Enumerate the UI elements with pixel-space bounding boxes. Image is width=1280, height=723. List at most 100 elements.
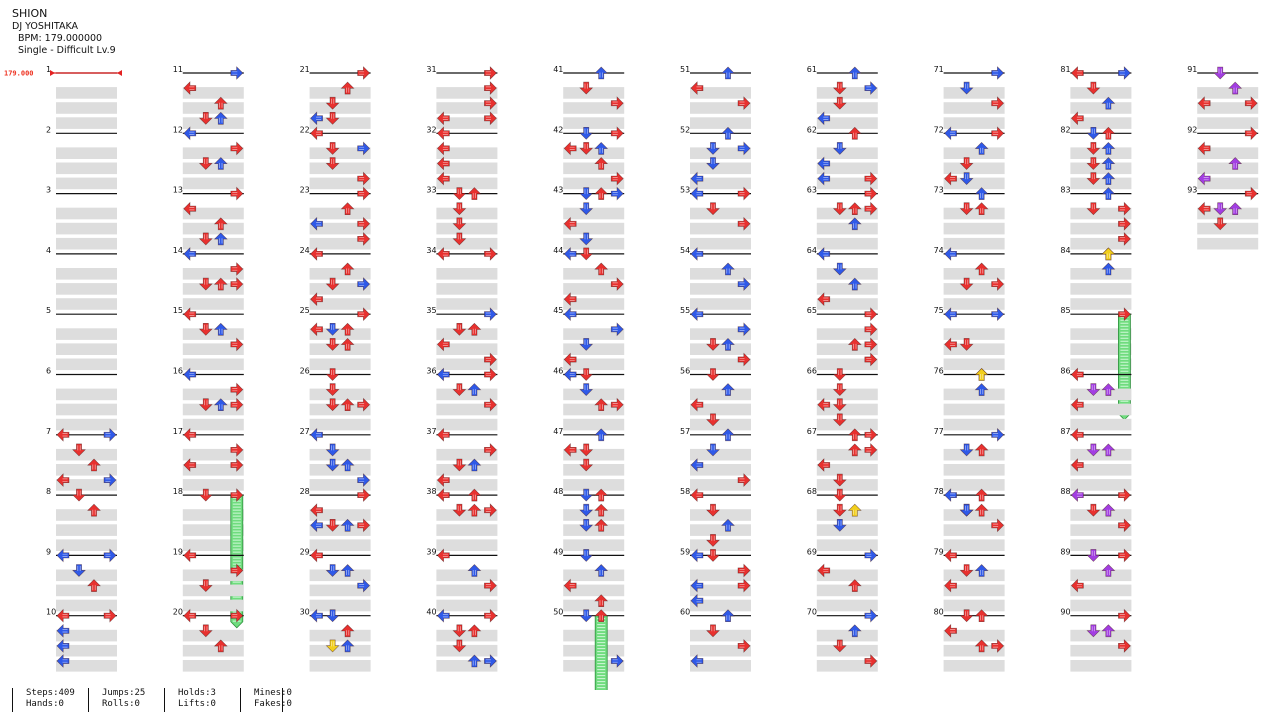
- measure-84: 84: [1060, 246, 1132, 310]
- arrow-left-icon: [1070, 578, 1084, 593]
- arrow-down-icon: [452, 202, 467, 216]
- beat-band: [943, 237, 1005, 250]
- beat-band: [816, 222, 878, 235]
- beat-band: [182, 660, 244, 672]
- beat-band: [56, 569, 117, 582]
- arrow-left-icon: [690, 186, 704, 201]
- arrow-up-icon: [847, 443, 862, 457]
- beat-band: [943, 479, 1005, 491]
- arrow-right-icon: [991, 518, 1005, 533]
- bpm-start-tick: [50, 70, 55, 76]
- arrow-down-icon: [325, 398, 340, 412]
- arrow-up-icon: [594, 609, 609, 623]
- arrow-right-icon: [737, 473, 751, 488]
- arrow-up-icon: [213, 277, 228, 291]
- arrow-right-icon: [737, 322, 751, 337]
- measure-3: 3: [46, 186, 117, 250]
- arrow-down-icon: [72, 564, 86, 577]
- arrow-left-icon: [183, 246, 197, 261]
- arrow-up-icon: [974, 503, 989, 517]
- measure-number: 5: [46, 306, 51, 315]
- beat-band: [816, 283, 878, 295]
- measure-78: 78: [934, 487, 1005, 551]
- measure-43: 43: [553, 186, 625, 250]
- beat-band: [816, 464, 878, 476]
- measure-number: 69: [807, 547, 817, 556]
- arrow-left-icon: [56, 638, 70, 653]
- arrow-right-icon: [1118, 307, 1131, 322]
- arrow-down-icon: [579, 187, 594, 201]
- beat-band: [816, 418, 878, 431]
- measure-number: 81: [1060, 65, 1070, 74]
- beat-band: [309, 283, 371, 295]
- arrow-down-icon: [452, 217, 467, 231]
- arrow-up-icon: [847, 202, 862, 215]
- beat-band: [182, 358, 244, 371]
- arrow-right-icon: [484, 608, 497, 623]
- arrow-right-icon: [610, 186, 624, 201]
- arrow-right-icon: [1118, 201, 1131, 216]
- beat-band: [690, 207, 751, 220]
- measure-27: 27: [300, 427, 371, 491]
- arrow-down-icon: [832, 518, 847, 532]
- beat-band: [1197, 177, 1259, 190]
- arrow-up-icon: [340, 337, 355, 351]
- arrow-down-icon: [198, 322, 213, 336]
- arrow-up-icon: [721, 262, 735, 276]
- beat-band: [563, 584, 625, 597]
- arrow-right-icon: [864, 186, 878, 201]
- measure-number: 91: [1187, 65, 1197, 74]
- arrow-left-icon: [436, 608, 450, 623]
- measure-76: 76: [934, 367, 1005, 431]
- measure-57: 57: [680, 427, 751, 491]
- beat-band: [309, 328, 371, 340]
- measure-number: 93: [1187, 186, 1197, 195]
- arrow-down-icon: [452, 187, 467, 201]
- beat-band: [563, 660, 625, 672]
- beat-band: [436, 599, 498, 612]
- arrow-right-icon: [610, 277, 624, 292]
- arrow-down-icon: [706, 338, 720, 351]
- measure-number: 64: [807, 246, 817, 255]
- stats-col-2: Jumps:25 Rolls:0: [88, 688, 164, 712]
- measure-number: 9: [46, 547, 51, 556]
- measure-19: 19: [173, 547, 244, 612]
- beat-band: [309, 162, 371, 175]
- beat-band: [563, 464, 625, 476]
- measure-54: 54: [680, 246, 751, 310]
- beat-band: [690, 147, 751, 159]
- arrow-right-icon: [864, 352, 878, 367]
- arrow-up-icon: [467, 654, 482, 668]
- arrow-left-icon: [563, 216, 577, 231]
- arrow-up-icon: [213, 639, 228, 653]
- beat-band: [563, 283, 625, 295]
- arrow-left-icon: [817, 397, 831, 412]
- arrow-right-icon: [1118, 66, 1131, 80]
- arrow-left-icon: [944, 307, 957, 322]
- beat-band: [56, 358, 117, 371]
- measure-number: 73: [934, 186, 944, 195]
- measure-61: 61: [807, 65, 878, 129]
- step-chart: 1 2 3 4 5 6 7 8 9 10 11 12 13 14 15 16 17 18 19 20 21 22 23 24 2…: [4, 65, 1259, 690]
- measure-number: 66: [807, 367, 817, 376]
- beat-band: [182, 388, 244, 401]
- measure-41: 41: [553, 65, 625, 129]
- beat-band: [943, 298, 1005, 310]
- arrow-left-icon: [436, 548, 450, 563]
- arrow-left-icon: [436, 246, 450, 261]
- arrow-left-icon: [690, 307, 704, 322]
- beat-band: [690, 298, 751, 310]
- measure-number: 45: [553, 306, 563, 315]
- arrow-down-icon: [579, 338, 594, 351]
- beat-band: [309, 524, 371, 536]
- beat-band: [690, 283, 751, 295]
- arrow-left-icon: [944, 548, 957, 563]
- measure-number: 22: [300, 125, 310, 134]
- beat-band: [309, 147, 371, 159]
- arrow-up-icon: [340, 518, 355, 532]
- arrow-up-icon: [340, 202, 355, 215]
- beat-band: [1070, 524, 1132, 536]
- beat-band: [182, 268, 244, 280]
- beat-band: [563, 448, 625, 461]
- arrow-right-icon: [103, 427, 117, 442]
